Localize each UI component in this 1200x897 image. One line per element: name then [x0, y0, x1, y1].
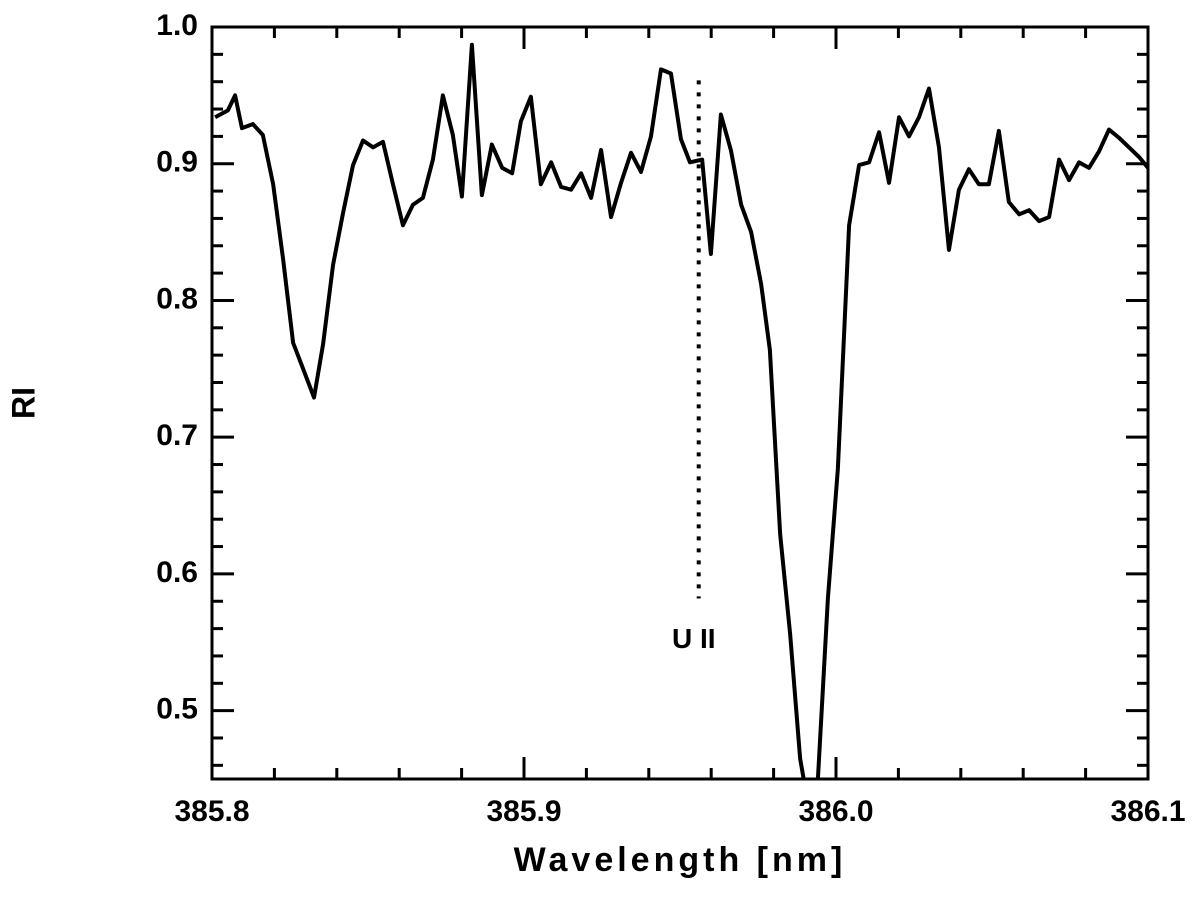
y-tick-label: 0.7 — [156, 419, 198, 452]
y-tick-label: 1.0 — [156, 9, 198, 42]
spectrum-line — [214, 42, 1148, 779]
plot-frame — [210, 25, 1150, 781]
y-tick-label: 0.6 — [156, 556, 198, 589]
y-tick-label: 0.9 — [156, 146, 198, 179]
annotation-label: U II — [672, 623, 716, 654]
x-tick-label: 386.0 — [798, 795, 873, 828]
y-tick-label: 0.5 — [156, 693, 198, 726]
x-tick-label: 386.1 — [1110, 795, 1185, 828]
x-axis-title: Wavelength [nm] — [514, 841, 847, 879]
y-axis-title: RI — [5, 387, 41, 419]
y-tick-label: 0.8 — [156, 282, 198, 315]
x-tick-label: 385.8 — [174, 795, 249, 828]
x-tick-label: 385.9 — [486, 795, 561, 828]
